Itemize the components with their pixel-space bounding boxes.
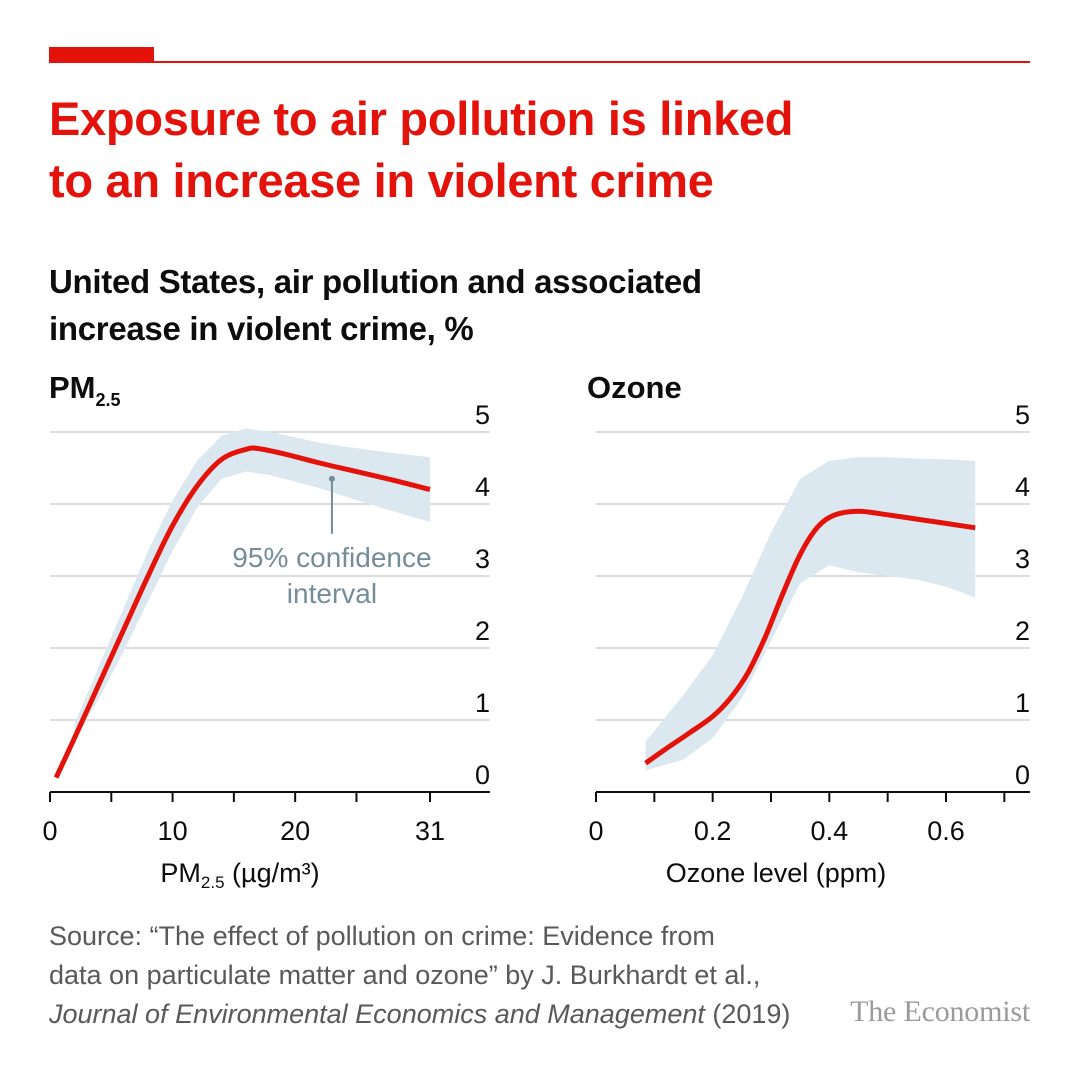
annotation-dot [328,475,335,482]
pm25-y-tick-label-2: 2 [475,616,490,646]
ozone-x-tick-label-0: 0 [588,816,603,846]
annotation-line-1: 95% confidence [232,542,431,573]
pm25-panel-title: PM2.5 [49,370,121,410]
source-note: Source: “The effect of pollution on crim… [49,917,829,1034]
pm25-x-tick-label-0: 0 [42,816,57,846]
ozone-x-axis-label: Ozone level (ppm) [666,858,887,888]
top-red-tag [49,47,154,62]
economist-logo: The Economist [850,995,1030,1028]
ozone-x-axis: 0 0.2 0.4 0.6 [588,792,1006,846]
ozone-x-tick-label-0.4: 0.4 [811,816,849,846]
source-year: (2019) [704,999,791,1029]
source-journal: Journal of Environmental Economics and M… [49,999,705,1029]
chart-title: Exposure to air pollution is linked to a… [49,88,949,212]
pm25-y-tick-label-3: 3 [475,544,490,574]
pm25-y-tick-labels: 0 1 2 3 4 5 [475,400,490,790]
source-line-2: data on particulate matter and ozone” by… [49,960,761,990]
ozone-y-tick-labels: 0 1 2 3 4 5 [1015,400,1030,790]
ozone-series-0 [644,508,976,766]
ozone-y-tick-label-3: 3 [1015,544,1030,574]
ozone-y-tick-label-2: 2 [1015,616,1030,646]
annotation-line-2: interval [287,578,377,609]
ozone-x-tick-label-0.2: 0.2 [694,816,732,846]
chart-subtitle: United States, air pollution and associa… [49,258,949,352]
pm25-x-tick-label-10: 10 [158,816,188,846]
ozone-y-tick-label-5: 5 [1015,400,1030,430]
top-red-rule [49,61,1030,63]
title-line-1: Exposure to air pollution is linked [49,92,794,145]
source-line-3: Journal of Environmental Economics and M… [49,995,829,1034]
ozone-confidence-band [645,457,976,771]
ozone-y-tick-label-4: 4 [1015,472,1030,502]
pm25-y-tick-label-0: 0 [475,760,490,790]
pm25-series-0 [53,445,431,779]
pm25-y-tick-label-1: 1 [475,688,490,718]
pm25-x-axis-label: PM2.5 (µg/m³) [160,858,319,892]
title-line-2: to an increase in violent crime [49,154,714,207]
ozone-panel-title: Ozone [587,370,682,405]
pm25-series-line [53,445,431,779]
ozone-confidence-band-area [645,457,976,771]
pm25-x-axis: 0 10 20 31 [42,792,445,846]
ozone-series-line [644,508,976,766]
ozone-x-tick-label-0.6: 0.6 [927,816,965,846]
subtitle-line-1: United States, air pollution and associa… [49,263,702,300]
pm25-panel: PM2.5 0 1 2 3 4 5 0 10 20 31 95% confidence inte… [42,370,490,892]
subtitle-line-2: increase in violent crime, % [49,310,474,347]
pm25-y-tick-label-4: 4 [475,472,490,502]
ozone-y-tick-label-1: 1 [1015,688,1030,718]
pm25-x-tick-label-20: 20 [280,816,310,846]
ozone-y-tick-label-0: 0 [1015,760,1030,790]
pm25-annotation: 95% confidence interval [232,475,432,609]
source-line-1: Source: “The effect of pollution on crim… [49,921,715,951]
ozone-panel: Ozone 0 1 2 3 4 5 0 0.2 0.4 0.6 Ozone level (ppm… [587,370,1030,888]
pm25-x-tick-label-31: 31 [415,816,445,846]
pm25-y-tick-label-5: 5 [475,400,490,430]
